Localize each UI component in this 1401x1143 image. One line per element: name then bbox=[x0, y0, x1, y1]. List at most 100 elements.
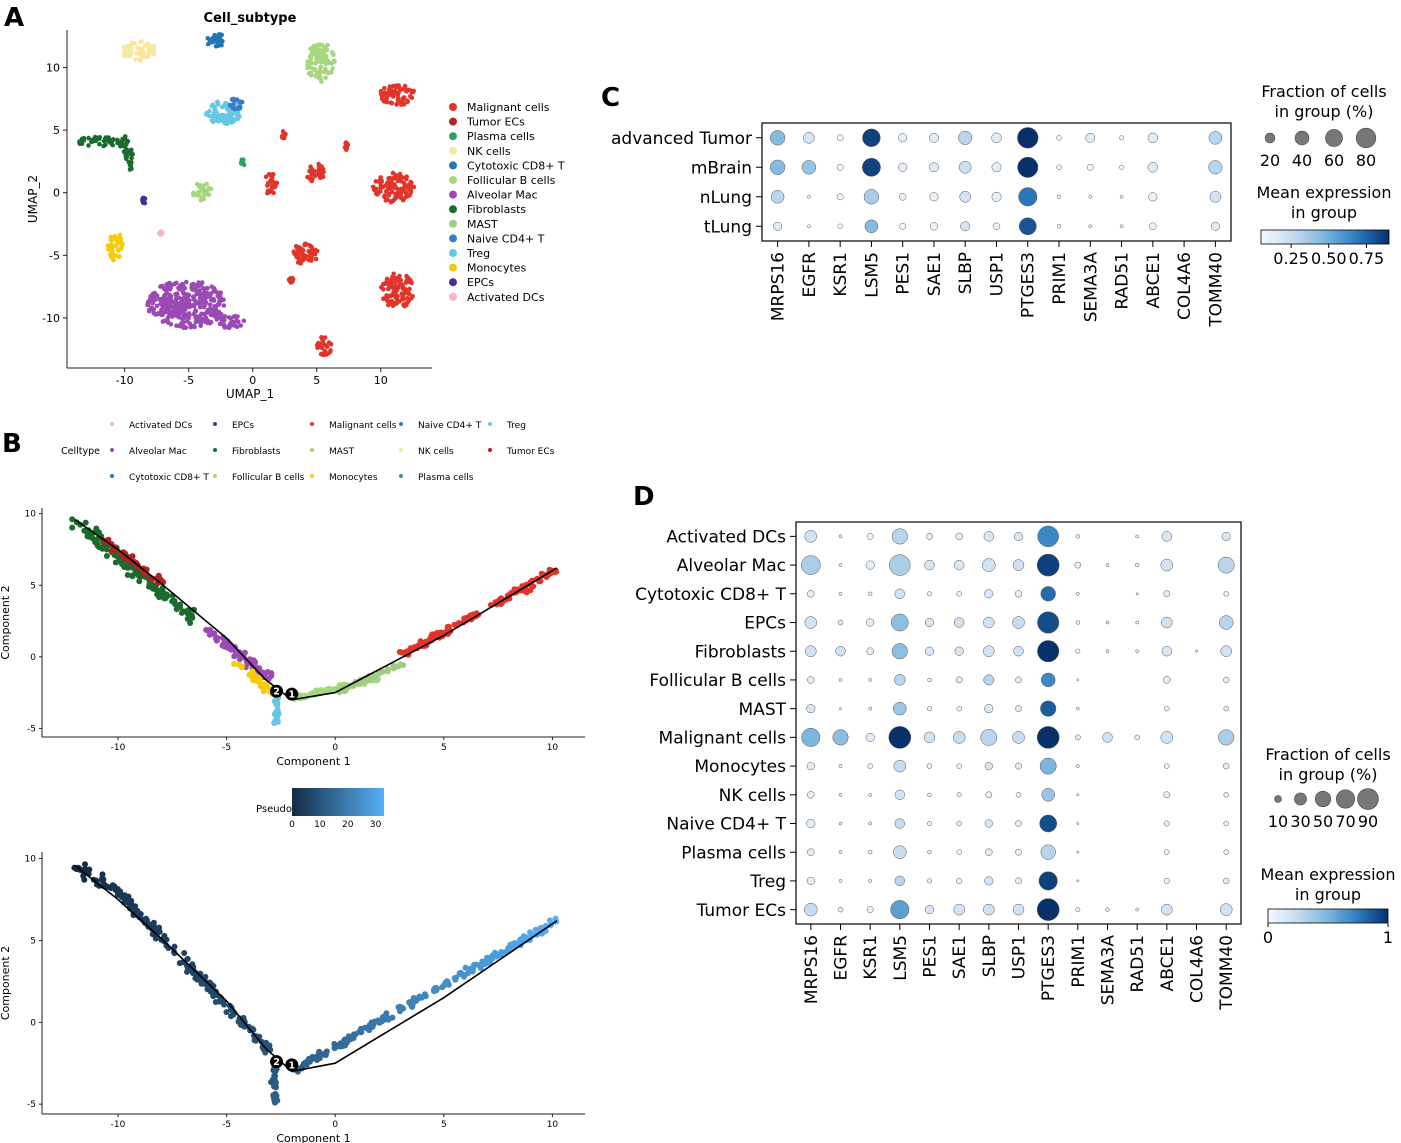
trajectory-point bbox=[432, 987, 439, 994]
expression-dot bbox=[1085, 132, 1096, 143]
panel-label-a: A bbox=[4, 3, 24, 33]
expression-dot bbox=[838, 534, 843, 539]
expression-dot bbox=[1135, 649, 1140, 654]
expression-dot bbox=[1223, 849, 1229, 855]
umap-point bbox=[323, 53, 329, 59]
umap-point bbox=[117, 232, 123, 238]
umap-point bbox=[218, 294, 223, 299]
colorbar-tick-label: 10 bbox=[314, 820, 326, 830]
umap-point bbox=[232, 117, 238, 122]
expression-dot bbox=[1223, 762, 1230, 770]
size-legend-label: 90 bbox=[1358, 812, 1378, 831]
umap-point bbox=[132, 41, 138, 46]
umap-point bbox=[222, 325, 227, 330]
expression-dot bbox=[866, 618, 875, 627]
group-label: MAST bbox=[739, 700, 787, 720]
umap-point bbox=[174, 280, 179, 286]
legend-marker bbox=[213, 422, 217, 426]
trajectory-point bbox=[69, 516, 76, 523]
umap-point bbox=[174, 307, 180, 313]
umap-point bbox=[229, 110, 234, 115]
umap-point bbox=[106, 247, 111, 252]
trajectory-point bbox=[271, 1081, 278, 1088]
legend-label: Fibroblasts bbox=[467, 203, 526, 216]
expression-dot bbox=[1014, 590, 1023, 598]
umap-point bbox=[320, 339, 326, 344]
y-tick-label: 0 bbox=[53, 187, 60, 200]
umap-point bbox=[263, 174, 269, 180]
umap-point bbox=[205, 320, 211, 326]
expression-dot bbox=[867, 763, 873, 769]
expression-dot bbox=[1075, 591, 1080, 596]
legend-marker bbox=[310, 474, 314, 478]
legend-label: Cytotoxic CD8+ T bbox=[467, 159, 565, 172]
umap-point bbox=[215, 43, 221, 48]
gene-label: SLBP bbox=[956, 252, 976, 294]
umap-point bbox=[223, 119, 228, 124]
trajectory-point bbox=[93, 525, 100, 532]
expression-dot bbox=[1015, 877, 1022, 885]
umap-point bbox=[386, 302, 391, 308]
x-tick-label: -10 bbox=[116, 374, 134, 387]
trajectory-point bbox=[300, 1060, 307, 1067]
legend-marker bbox=[449, 190, 457, 199]
x-tick-label: -5 bbox=[222, 1120, 231, 1130]
expression-dot bbox=[1219, 903, 1233, 916]
expression-dot bbox=[1147, 132, 1158, 143]
umap-point bbox=[137, 50, 142, 55]
trajectory-point bbox=[176, 602, 183, 608]
color-legend-title: Mean expression bbox=[1261, 865, 1396, 884]
umap-point bbox=[217, 315, 222, 320]
expression-dot bbox=[1164, 705, 1170, 712]
gene-label: SEMA3A bbox=[1081, 252, 1101, 323]
color-legend-label: 0.25 bbox=[1273, 249, 1309, 268]
gene-label: PRIM1 bbox=[1069, 935, 1089, 988]
umap-point bbox=[142, 196, 148, 202]
umap-point bbox=[117, 236, 122, 241]
expression-dot bbox=[804, 902, 818, 917]
trajectory-point bbox=[98, 877, 105, 884]
legend-label: Activated DCs bbox=[129, 421, 193, 431]
expression-dot bbox=[898, 193, 907, 201]
umap-point bbox=[304, 241, 309, 247]
x-tick-label: -5 bbox=[183, 374, 194, 387]
legend-marker bbox=[488, 448, 492, 452]
gene-label: TOMM40 bbox=[1206, 252, 1226, 328]
expression-dot bbox=[1017, 156, 1039, 178]
umap-point bbox=[124, 149, 130, 155]
umap-point bbox=[181, 295, 187, 300]
umap-point bbox=[161, 297, 167, 302]
expression-dot bbox=[959, 191, 971, 203]
umap-point bbox=[201, 190, 207, 195]
expression-dot bbox=[1076, 793, 1080, 797]
expression-dot bbox=[956, 792, 962, 798]
umap-point bbox=[146, 307, 152, 313]
expression-dot bbox=[1015, 820, 1022, 827]
size-legend-dot bbox=[1294, 792, 1307, 806]
trajectory-point bbox=[400, 1005, 407, 1012]
expression-dot bbox=[1135, 620, 1140, 625]
branch-node-label: 1 bbox=[288, 1060, 295, 1071]
umap-point bbox=[219, 39, 225, 44]
trajectory-point bbox=[452, 976, 459, 983]
trajectory-point bbox=[231, 660, 238, 667]
size-legend-dot bbox=[1335, 789, 1356, 809]
umap-point bbox=[384, 197, 390, 202]
expression-dot bbox=[1036, 726, 1060, 749]
expression-dot bbox=[1217, 556, 1235, 574]
trajectory-point bbox=[124, 572, 131, 578]
umap-point bbox=[315, 73, 321, 79]
legend-marker bbox=[449, 103, 457, 111]
umap-point bbox=[150, 306, 156, 312]
legend-label: Follicular B cells bbox=[467, 174, 556, 187]
umap-point bbox=[323, 75, 328, 80]
color-legend-title: in group bbox=[1295, 885, 1361, 904]
umap-point bbox=[313, 256, 319, 262]
gene-label: MRPS16 bbox=[769, 252, 789, 321]
legend-label: Alveolar Mac bbox=[129, 447, 187, 457]
trajectory-point bbox=[81, 876, 88, 883]
expression-dot bbox=[801, 160, 817, 175]
size-legend-dot bbox=[1314, 790, 1332, 808]
size-legend-dot bbox=[1355, 127, 1377, 149]
expression-dot bbox=[924, 905, 935, 915]
